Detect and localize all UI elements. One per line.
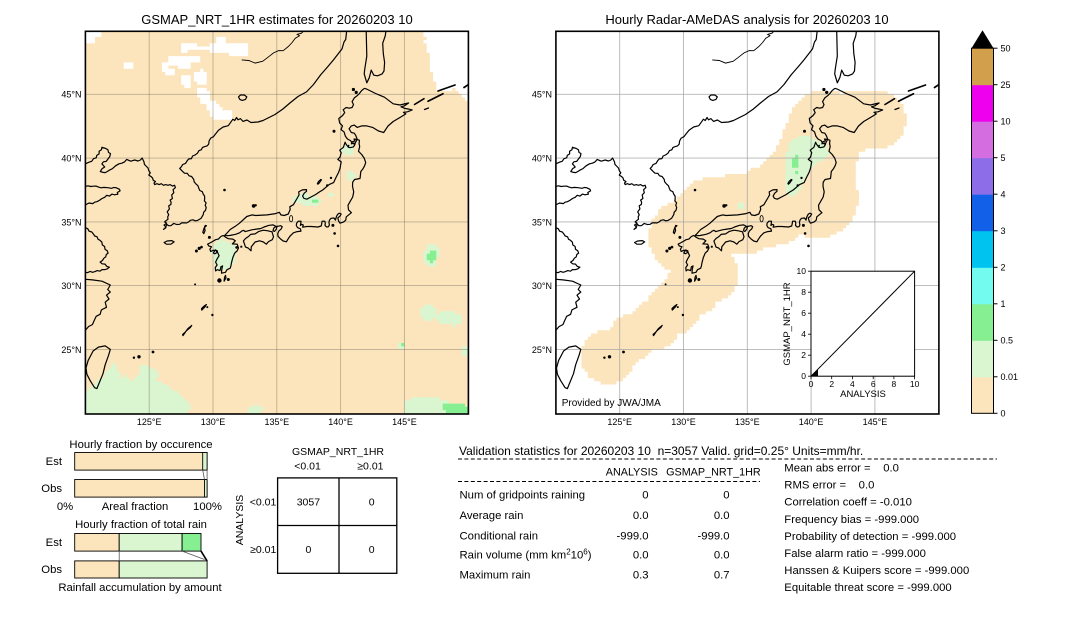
svg-text:Rainfall accumulation by amoun: Rainfall accumulation by amount: [58, 582, 222, 594]
svg-text:-999.0: -999.0: [617, 530, 649, 542]
svg-text:135°E: 135°E: [735, 417, 760, 427]
svg-text:8: 8: [892, 379, 897, 389]
svg-text:0: 0: [723, 490, 729, 502]
svg-text:Est: Est: [46, 456, 63, 468]
svg-text:4: 4: [801, 329, 806, 339]
svg-text:<0.01: <0.01: [250, 497, 277, 509]
svg-text:Equitable threat score = -999.: Equitable threat score = -999.000: [784, 582, 951, 594]
svg-text:30°N: 30°N: [61, 281, 81, 291]
svg-text:RMS error = 0.0: RMS error = 0.0: [784, 480, 874, 492]
svg-text:Provided by JWA/JMA: Provided by JWA/JMA: [562, 398, 661, 409]
svg-text:130°E: 130°E: [671, 417, 696, 427]
svg-text:0.7: 0.7: [714, 570, 730, 582]
svg-text:4: 4: [850, 379, 855, 389]
svg-text:Average rain: Average rain: [460, 510, 524, 522]
svg-text:6: 6: [871, 379, 876, 389]
svg-text:0%: 0%: [57, 501, 73, 513]
svg-text:140°E: 140°E: [328, 417, 353, 427]
svg-text:0.5: 0.5: [1001, 336, 1014, 346]
svg-text:0: 0: [642, 490, 648, 502]
svg-text:Est: Est: [46, 537, 63, 549]
svg-text:Rain volume (mm km2106): Rain volume (mm km2106): [460, 547, 592, 562]
svg-text:Probability of detection = -99: Probability of detection = -999.000: [784, 531, 956, 543]
svg-text:GSMAP_NRT_1HR: GSMAP_NRT_1HR: [292, 446, 384, 458]
svg-text:0: 0: [801, 371, 806, 381]
svg-text:0: 0: [809, 379, 814, 389]
svg-text:0: 0: [369, 544, 375, 556]
svg-text:≥0.01: ≥0.01: [250, 544, 276, 556]
svg-text:40°N: 40°N: [532, 154, 552, 164]
svg-text:100%: 100%: [193, 501, 222, 513]
svg-text:6: 6: [801, 308, 806, 318]
svg-text:50: 50: [1001, 44, 1011, 54]
svg-text:Validation statistics for 2026: Validation statistics for 20260203 10 n=…: [459, 444, 863, 458]
svg-text:0.0: 0.0: [633, 550, 649, 562]
svg-text:Hourly fraction by occurence: Hourly fraction by occurence: [69, 439, 212, 451]
svg-text:0: 0: [1001, 409, 1006, 419]
svg-text:Obs: Obs: [41, 564, 62, 576]
svg-text:4: 4: [1001, 190, 1006, 200]
svg-text:False alarm ratio = -999.000: False alarm ratio = -999.000: [784, 548, 926, 560]
svg-text:GSMAP_NRT_1HR: GSMAP_NRT_1HR: [782, 282, 793, 365]
svg-text:125°E: 125°E: [137, 417, 162, 427]
svg-text:Frequency bias = -999.000: Frequency bias = -999.000: [784, 514, 919, 526]
svg-text:Maximum rain: Maximum rain: [460, 570, 531, 582]
svg-text:3: 3: [1001, 226, 1006, 236]
svg-text:0.0: 0.0: [714, 550, 730, 562]
svg-text:0.3: 0.3: [633, 570, 649, 582]
svg-text:25°N: 25°N: [532, 345, 552, 355]
svg-text:3057: 3057: [297, 497, 321, 509]
svg-text:30°N: 30°N: [532, 281, 552, 291]
svg-text:35°N: 35°N: [532, 217, 552, 227]
svg-text:125°E: 125°E: [607, 417, 632, 427]
svg-text:2: 2: [829, 379, 834, 389]
svg-text:ANALYSIS: ANALYSIS: [234, 495, 246, 546]
svg-text:Obs: Obs: [41, 483, 62, 495]
svg-text:ANALYSIS: ANALYSIS: [606, 467, 658, 479]
svg-text:40°N: 40°N: [61, 154, 81, 164]
svg-text:25°N: 25°N: [61, 345, 81, 355]
svg-text:45°N: 45°N: [532, 90, 552, 100]
svg-text:10: 10: [910, 379, 920, 389]
svg-text:Mean abs error = 0.0: Mean abs error = 0.0: [784, 463, 899, 475]
svg-text:Num of gridpoints raining: Num of gridpoints raining: [460, 490, 586, 502]
svg-text:8: 8: [801, 287, 806, 297]
svg-text:145°E: 145°E: [392, 417, 417, 427]
svg-text:0: 0: [369, 497, 375, 509]
svg-text:Areal fraction: Areal fraction: [102, 501, 169, 513]
svg-text:130°E: 130°E: [201, 417, 226, 427]
svg-text:Conditional rain: Conditional rain: [460, 530, 539, 542]
svg-text:Correlation coeff = -0.010: Correlation coeff = -0.010: [784, 497, 912, 509]
svg-text:135°E: 135°E: [264, 417, 289, 427]
svg-text:1: 1: [1001, 299, 1006, 309]
svg-text:Hourly fraction of total rain: Hourly fraction of total rain: [75, 519, 207, 531]
svg-text:25: 25: [1001, 80, 1011, 90]
svg-text:GSMAP_NRT_1HR estimates for 20: GSMAP_NRT_1HR estimates for 20260203 10: [141, 12, 412, 27]
svg-text:145°E: 145°E: [863, 417, 888, 427]
svg-text:5: 5: [1001, 153, 1006, 163]
svg-text:0.0: 0.0: [714, 510, 730, 522]
svg-text:10: 10: [797, 266, 807, 276]
svg-text:35°N: 35°N: [61, 217, 81, 227]
svg-text:0: 0: [305, 544, 311, 556]
svg-text:GSMAP_NRT_1HR: GSMAP_NRT_1HR: [666, 467, 761, 479]
svg-text:0.0: 0.0: [633, 510, 649, 522]
svg-text:140°E: 140°E: [799, 417, 824, 427]
svg-text:-999.0: -999.0: [698, 530, 730, 542]
svg-text:Hourly Radar-AMeDAS analysis f: Hourly Radar-AMeDAS analysis for 2026020…: [605, 12, 888, 27]
svg-text:≥0.01: ≥0.01: [357, 461, 383, 473]
svg-text:ANALYSIS: ANALYSIS: [840, 389, 886, 400]
svg-text:2: 2: [801, 350, 806, 360]
svg-text:<0.01: <0.01: [294, 461, 321, 473]
svg-text:Hanssen & Kuipers score = -999: Hanssen & Kuipers score = -999.000: [784, 565, 969, 577]
svg-text:0.01: 0.01: [1001, 372, 1019, 382]
svg-text:2: 2: [1001, 263, 1006, 273]
svg-text:45°N: 45°N: [61, 90, 81, 100]
svg-text:10: 10: [1001, 117, 1011, 127]
